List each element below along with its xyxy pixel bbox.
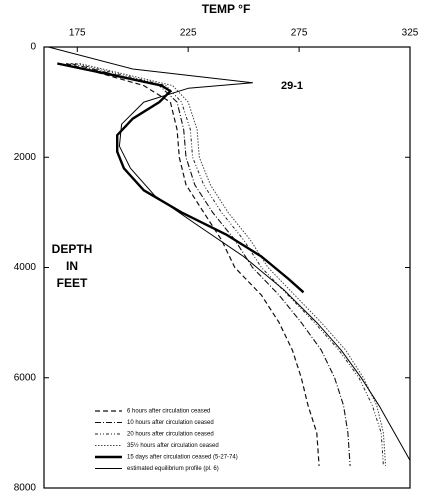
chart-title: TEMP °F	[202, 2, 251, 16]
series-line	[74, 63, 384, 466]
x-tick-label: 225	[180, 28, 197, 39]
y-label: IN	[66, 259, 78, 273]
y-label: DEPTH	[52, 242, 93, 256]
y-label: FEET	[57, 276, 88, 290]
legend-label: 35½ hours after circulation ceased	[127, 442, 219, 449]
series-line	[48, 46, 411, 461]
legend-label: estimated equilibrium profile (pl. 6)	[127, 466, 219, 472]
x-tick-label: 325	[402, 28, 419, 39]
y-tick-label: 0	[30, 42, 36, 53]
legend-label: 15 days after circulation ceased (5-27-7…	[127, 455, 238, 461]
legend-label: 6 hours after circulation ceased	[127, 409, 210, 415]
series-line	[57, 62, 305, 294]
y-tick-label: 6000	[14, 372, 37, 383]
x-tick-label: 275	[291, 28, 308, 39]
legend-label: 20 hours after circulation ceased	[127, 432, 214, 438]
series-line	[70, 62, 351, 466]
legend-box	[90, 402, 265, 486]
legend-label: 10 hours after circulation ceased	[127, 420, 214, 426]
x-tick-label: 175	[69, 28, 86, 39]
y-tick-label: 8000	[14, 483, 37, 494]
y-tick-label: 2000	[14, 152, 37, 163]
annotation: 29-1	[281, 80, 303, 92]
y-tick-label: 4000	[14, 262, 37, 273]
